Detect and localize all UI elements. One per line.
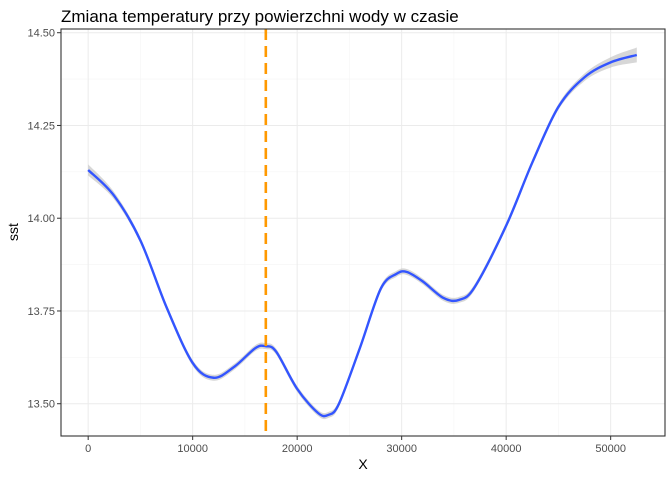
x-tick-label: 40000 bbox=[491, 443, 522, 455]
y-tick-label: 14.00 bbox=[27, 213, 55, 225]
series-line-0 bbox=[87, 53, 638, 418]
x-axis-title: X bbox=[358, 456, 368, 472]
series-lines bbox=[87, 53, 638, 418]
grid bbox=[61, 29, 665, 436]
y-axis: 13.50 13.75 14.00 14.25 14.50 bbox=[27, 28, 61, 411]
x-tick-label: 30000 bbox=[386, 443, 417, 455]
y-tick-label: 14.25 bbox=[27, 120, 55, 132]
y-axis-title: sst bbox=[5, 223, 21, 241]
confidence-band bbox=[88, 47, 637, 420]
y-tick-label: 13.75 bbox=[27, 306, 55, 318]
chart-title: Zmiana temperatury przy powierzchni wody… bbox=[61, 7, 459, 26]
x-tick-label: 50000 bbox=[595, 443, 626, 455]
x-tick-label: 10000 bbox=[177, 443, 208, 455]
x-axis: 0 10000 20000 30000 40000 50000 bbox=[85, 436, 626, 455]
y-tick-label: 13.50 bbox=[27, 399, 55, 411]
x-tick-label: 20000 bbox=[282, 443, 313, 455]
plot-panel-border bbox=[60, 28, 666, 437]
series-band-0 bbox=[88, 47, 637, 420]
y-tick-label: 14.50 bbox=[27, 28, 55, 40]
x-tick-label: 0 bbox=[85, 443, 91, 455]
